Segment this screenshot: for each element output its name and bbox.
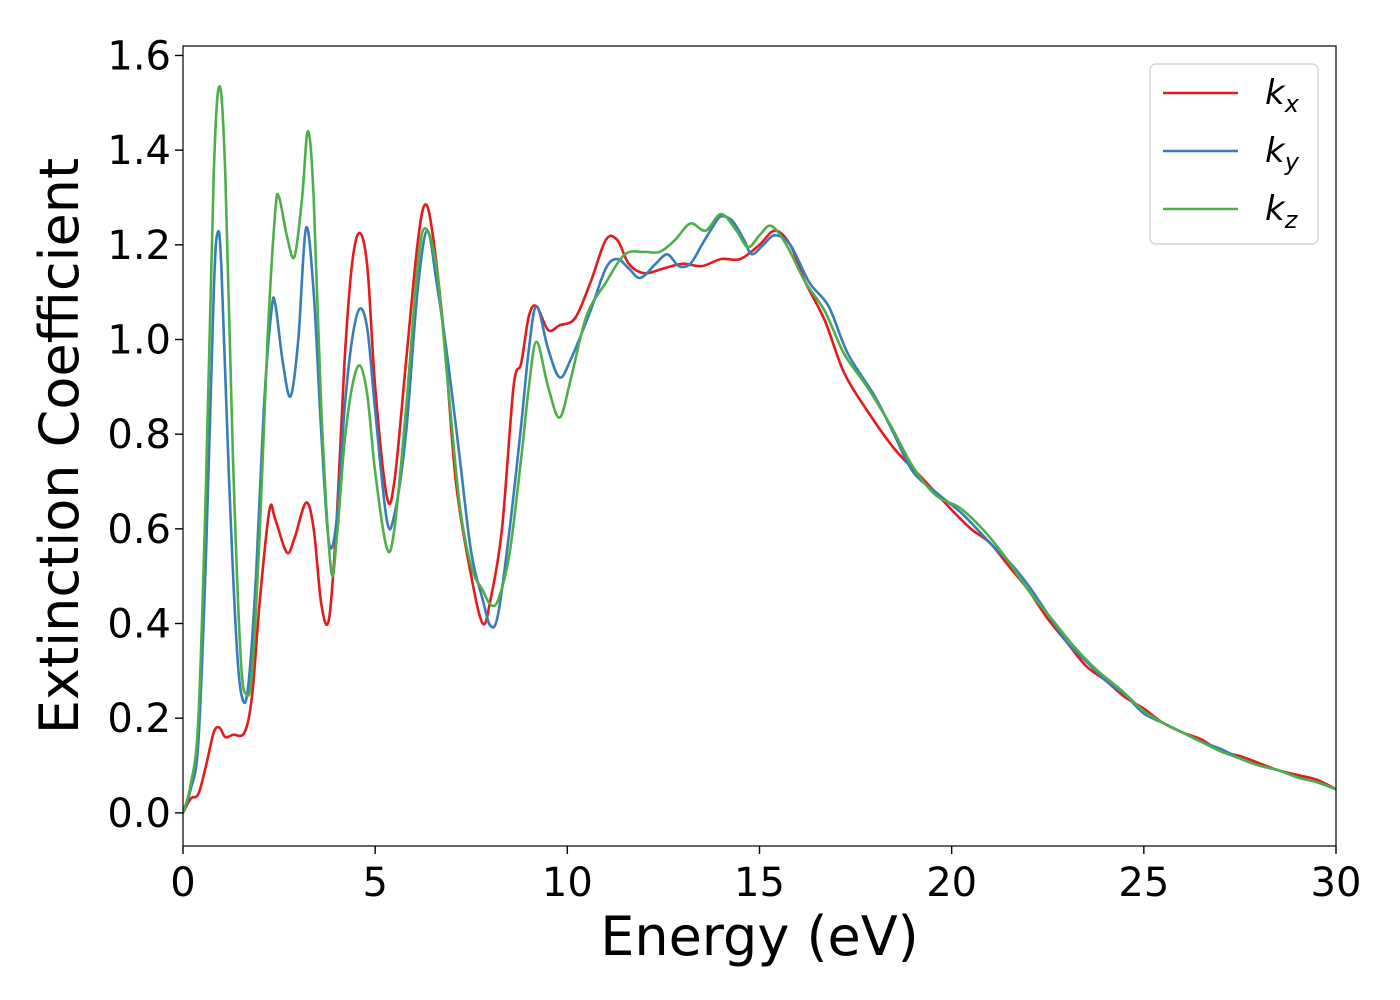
- x-tick-label: 10: [542, 860, 593, 906]
- x-tick-label: 20: [926, 860, 977, 906]
- y-tick-label: 1.2: [107, 223, 171, 269]
- y-tick-label: 1.0: [107, 317, 171, 363]
- y-tick-label: 0.8: [107, 412, 171, 458]
- series-line-ky: [183, 214, 1336, 815]
- x-axis-ticks: 0 5 10 15 20 25 30: [170, 846, 1361, 906]
- x-axis-label: Energy (eV): [600, 905, 919, 968]
- legend-box: [1149, 63, 1319, 245]
- x-tick-label: 0: [170, 860, 195, 906]
- x-tick-label: 25: [1118, 860, 1169, 906]
- y-tick-label: 0.0: [107, 791, 171, 837]
- y-tick-label: 1.4: [107, 128, 171, 174]
- y-tick-label: 0.2: [107, 696, 171, 742]
- y-tick-label: 1.6: [107, 33, 171, 79]
- x-tick-label: 15: [734, 860, 785, 906]
- y-tick-label: 0.4: [107, 602, 171, 648]
- y-axis-ticks: 0.0 0.2 0.4 0.6 0.8 1.0 1.2 1.4 1.6: [107, 33, 183, 837]
- series-line-kz: [183, 84, 1336, 815]
- x-tick-label: 5: [362, 860, 387, 906]
- x-tick-label: 30: [1311, 860, 1362, 906]
- legend: kx ky kz: [1149, 63, 1319, 245]
- legend-label-kx: kx: [1265, 73, 1300, 118]
- legend-label-ky: ky: [1265, 131, 1300, 176]
- y-axis-label: Extinction Coefficient: [28, 158, 91, 734]
- legend-label-kz: kz: [1265, 189, 1299, 234]
- y-tick-label: 0.6: [107, 507, 171, 553]
- plot-lines: [183, 84, 1336, 815]
